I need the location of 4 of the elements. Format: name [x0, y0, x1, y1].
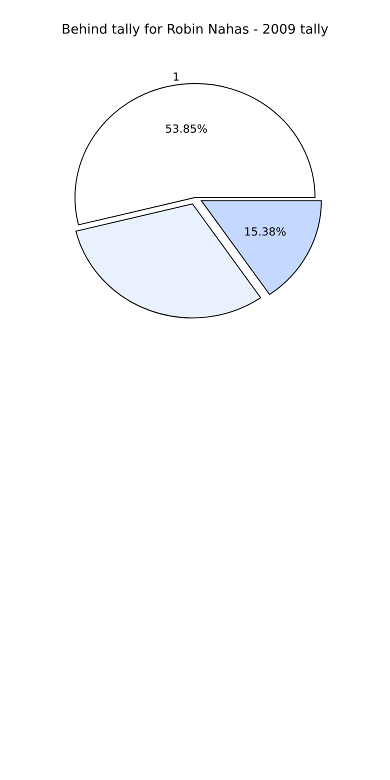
slice-label: 1 [174, 72, 179, 81]
data-label: 15.38% [245, 227, 286, 236]
data-label: 53.85% [166, 124, 207, 133]
chart-title: Behind tally for Robin Nahas - 2009 tally [62, 24, 328, 36]
